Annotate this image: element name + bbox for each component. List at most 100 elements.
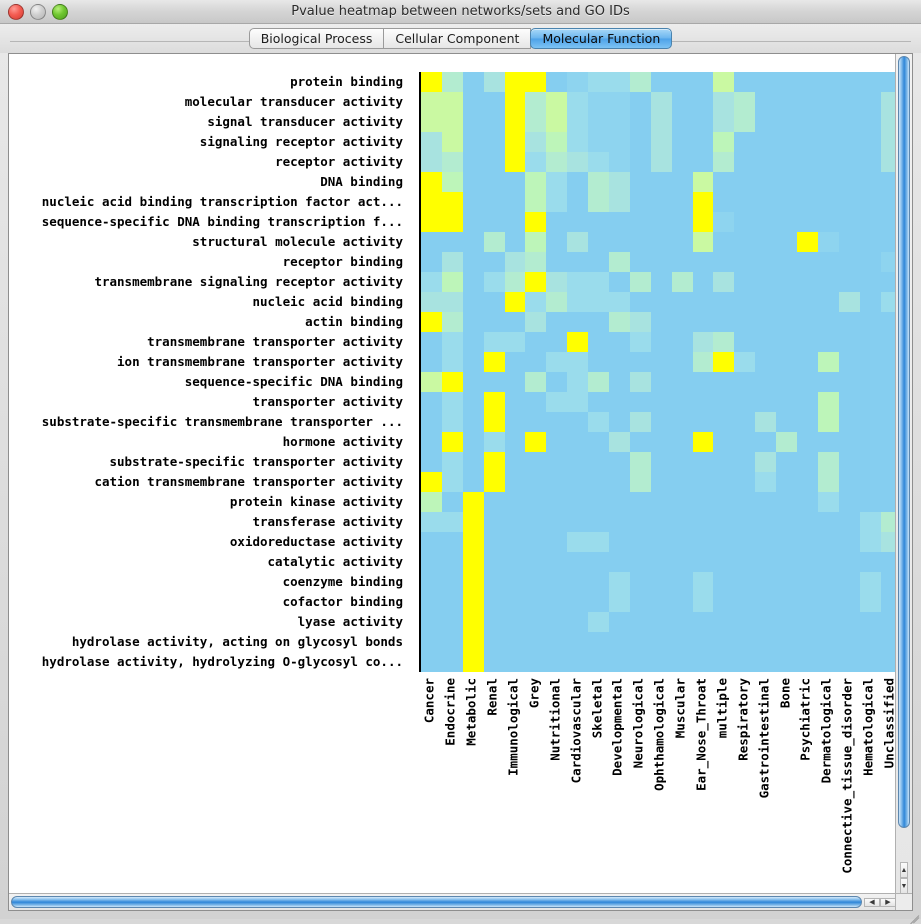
heatmap-cell[interactable] [692,552,714,572]
heatmap-cell[interactable] [734,92,756,112]
heatmap-cell[interactable] [880,552,896,572]
heatmap-cell[interactable] [671,252,693,272]
heatmap-cell[interactable] [880,412,896,432]
heatmap-cell[interactable] [567,272,589,292]
heatmap-cell[interactable] [462,452,484,472]
heatmap-cell[interactable] [859,312,881,332]
heatmap-cell[interactable] [838,592,860,612]
heatmap-cell[interactable] [588,652,610,672]
heatmap-cell[interactable] [483,452,505,472]
heatmap-cell[interactable] [421,472,442,492]
heatmap-cell[interactable] [588,372,610,392]
heatmap-cell[interactable] [880,532,896,552]
heatmap-cell[interactable] [755,252,777,272]
heatmap-cell[interactable] [776,652,798,672]
heatmap-cell[interactable] [588,552,610,572]
heatmap-cell[interactable] [483,412,505,432]
heatmap-cell[interactable] [567,172,589,192]
heatmap-cell[interactable] [734,232,756,252]
heatmap-cell[interactable] [838,192,860,212]
heatmap-cell[interactable] [880,612,896,632]
heatmap-cell[interactable] [692,592,714,612]
heatmap-cell[interactable] [734,412,756,432]
heatmap-cell[interactable] [776,132,798,152]
heatmap-cell[interactable] [421,552,442,572]
heatmap-cell[interactable] [859,152,881,172]
heatmap-cell[interactable] [755,412,777,432]
heatmap-cell[interactable] [462,612,484,632]
heatmap-cell[interactable] [734,252,756,272]
heatmap-cell[interactable] [650,552,672,572]
heatmap-cell[interactable] [421,252,442,272]
heatmap-cell[interactable] [671,452,693,472]
heatmap-cell[interactable] [880,332,896,352]
heatmap-cell[interactable] [567,192,589,212]
heatmap-cell[interactable] [546,232,568,252]
heatmap-cell[interactable] [629,252,651,272]
heatmap-cell[interactable] [713,252,735,272]
heatmap-cell[interactable] [734,512,756,532]
heatmap-cell[interactable] [462,372,484,392]
heatmap-cell[interactable] [797,212,818,232]
heatmap-cell[interactable] [462,652,484,672]
heatmap-cell[interactable] [713,492,735,512]
heatmap-cell[interactable] [525,252,547,272]
heatmap-cell[interactable] [504,472,526,492]
heatmap-cell[interactable] [713,612,735,632]
heatmap-cell[interactable] [441,192,463,212]
heatmap-cell[interactable] [692,412,714,432]
heatmap-cell[interactable] [671,292,693,312]
heatmap-cell[interactable] [609,492,630,512]
heatmap-cell[interactable] [441,132,463,152]
heatmap-cell[interactable] [859,552,881,572]
heatmap-cell[interactable] [483,652,505,672]
heatmap-cell[interactable] [859,392,881,412]
heatmap-cell[interactable] [776,412,798,432]
heatmap-cell[interactable] [838,472,860,492]
heatmap-cell[interactable] [859,252,881,272]
heatmap-cell[interactable] [441,72,463,92]
heatmap-cell[interactable] [588,572,610,592]
heatmap-cell[interactable] [462,232,484,252]
heatmap-cell[interactable] [525,592,547,612]
heatmap-cell[interactable] [880,172,896,192]
heatmap-cell[interactable] [441,372,463,392]
heatmap-cell[interactable] [859,72,881,92]
heatmap-cell[interactable] [755,472,777,492]
heatmap-cell[interactable] [525,352,547,372]
heatmap-cell[interactable] [525,652,547,672]
heatmap-cell[interactable] [817,572,839,592]
heatmap-cell[interactable] [838,532,860,552]
heatmap-cell[interactable] [421,232,442,252]
heatmap-cell[interactable] [462,112,484,132]
heatmap-cell[interactable] [650,652,672,672]
heatmap-cell[interactable] [650,292,672,312]
heatmap-cell[interactable] [859,172,881,192]
heatmap-cell[interactable] [629,432,651,452]
heatmap-cell[interactable] [671,572,693,592]
heatmap-cell[interactable] [525,312,547,332]
heatmap-cell[interactable] [776,192,798,212]
heatmap-cell[interactable] [525,212,547,232]
heatmap-cell[interactable] [504,432,526,452]
heatmap-cell[interactable] [421,312,442,332]
heatmap-cell[interactable] [797,512,818,532]
heatmap-cell[interactable] [441,352,463,372]
heatmap-cell[interactable] [504,552,526,572]
heatmap-cell[interactable] [629,612,651,632]
heatmap-cell[interactable] [504,492,526,512]
heatmap-cell[interactable] [671,72,693,92]
heatmap-cell[interactable] [859,132,881,152]
heatmap-cell[interactable] [692,252,714,272]
heatmap-cell[interactable] [629,412,651,432]
heatmap-cell[interactable] [817,252,839,272]
heatmap-cell[interactable] [650,212,672,232]
heatmap-cell[interactable] [504,632,526,652]
heatmap-cell[interactable] [713,532,735,552]
heatmap-cell[interactable] [692,492,714,512]
heatmap-cell[interactable] [838,292,860,312]
heatmap-cell[interactable] [838,512,860,532]
heatmap-cell[interactable] [546,172,568,192]
heatmap-cell[interactable] [859,292,881,312]
heatmap-cell[interactable] [692,532,714,552]
